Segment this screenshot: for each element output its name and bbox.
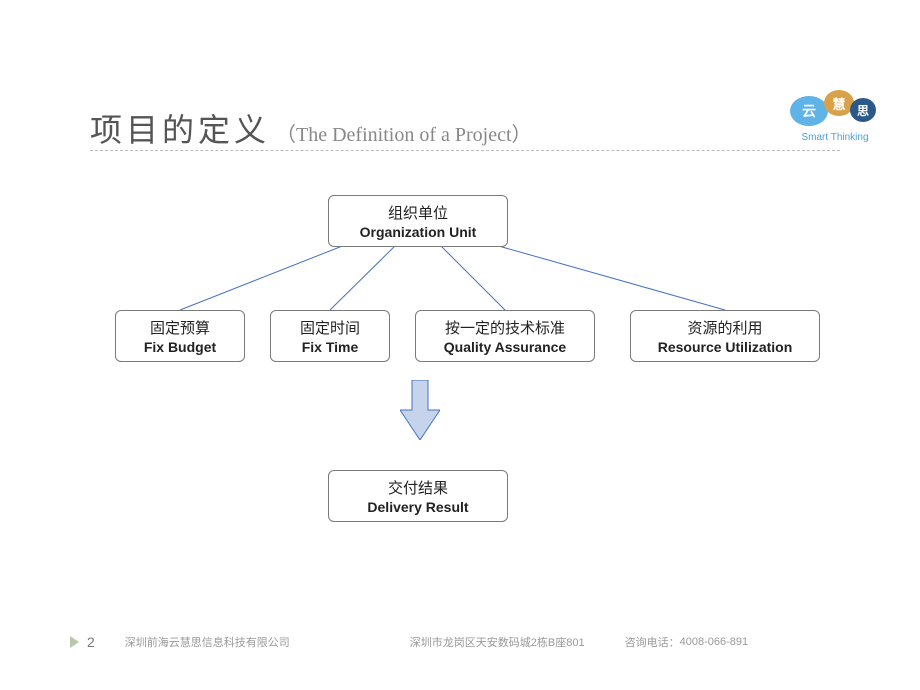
node-c2: 固定时间Fix Time bbox=[270, 310, 390, 362]
slide: 项目的定义 （The Definition of a Project） 云 慧 … bbox=[0, 0, 920, 690]
node-c1-en: Fix Budget bbox=[126, 339, 234, 355]
logo-bubble-3: 思 bbox=[850, 98, 876, 122]
node-top: 组织单位Organization Unit bbox=[328, 195, 508, 247]
footer-phone-label: 咨询电话： bbox=[625, 634, 680, 650]
node-top-en: Organization Unit bbox=[339, 224, 497, 240]
title-zh: 项目的定义 bbox=[90, 105, 270, 151]
node-bottom-en: Delivery Result bbox=[339, 499, 497, 515]
page-number: 2 bbox=[87, 634, 95, 650]
logo-bubbles: 云 慧 思 bbox=[790, 90, 880, 130]
node-top-zh: 组织单位 bbox=[339, 202, 497, 223]
footer-bullet-icon bbox=[70, 636, 79, 648]
footer-phone: 4008-066-891 bbox=[680, 636, 749, 648]
node-bottom-zh: 交付结果 bbox=[339, 477, 497, 498]
node-c3: 按一定的技术标准Quality Assurance bbox=[415, 310, 595, 362]
node-c3-zh: 按一定的技术标准 bbox=[426, 317, 584, 338]
node-c2-zh: 固定时间 bbox=[281, 317, 379, 338]
node-c4: 资源的利用Resource Utilization bbox=[630, 310, 820, 362]
logo-bubble-1: 云 bbox=[790, 96, 828, 126]
footer-address: 深圳市龙岗区天安数码城2栋B座801 bbox=[410, 634, 585, 650]
node-c1-zh: 固定预算 bbox=[126, 317, 234, 338]
footer-company: 深圳前海云慧思信息科技有限公司 bbox=[125, 634, 290, 650]
node-bottom: 交付结果Delivery Result bbox=[328, 470, 508, 522]
node-c2-en: Fix Time bbox=[281, 339, 379, 355]
title-underline bbox=[90, 150, 840, 151]
title-row: 项目的定义 （The Definition of a Project） bbox=[90, 105, 532, 151]
footer: 2 深圳前海云慧思信息科技有限公司 深圳市龙岗区天安数码城2栋B座801 咨询电… bbox=[70, 634, 880, 650]
node-c4-zh: 资源的利用 bbox=[641, 317, 809, 338]
node-c3-en: Quality Assurance bbox=[426, 339, 584, 355]
node-c4-en: Resource Utilization bbox=[641, 339, 809, 355]
down-arrow-icon bbox=[400, 380, 440, 445]
logo-tagline: Smart Thinking bbox=[790, 132, 880, 143]
title-en: （The Definition of a Project） bbox=[276, 118, 532, 147]
node-c1: 固定预算Fix Budget bbox=[115, 310, 245, 362]
logo: 云 慧 思 Smart Thinking bbox=[790, 90, 880, 143]
